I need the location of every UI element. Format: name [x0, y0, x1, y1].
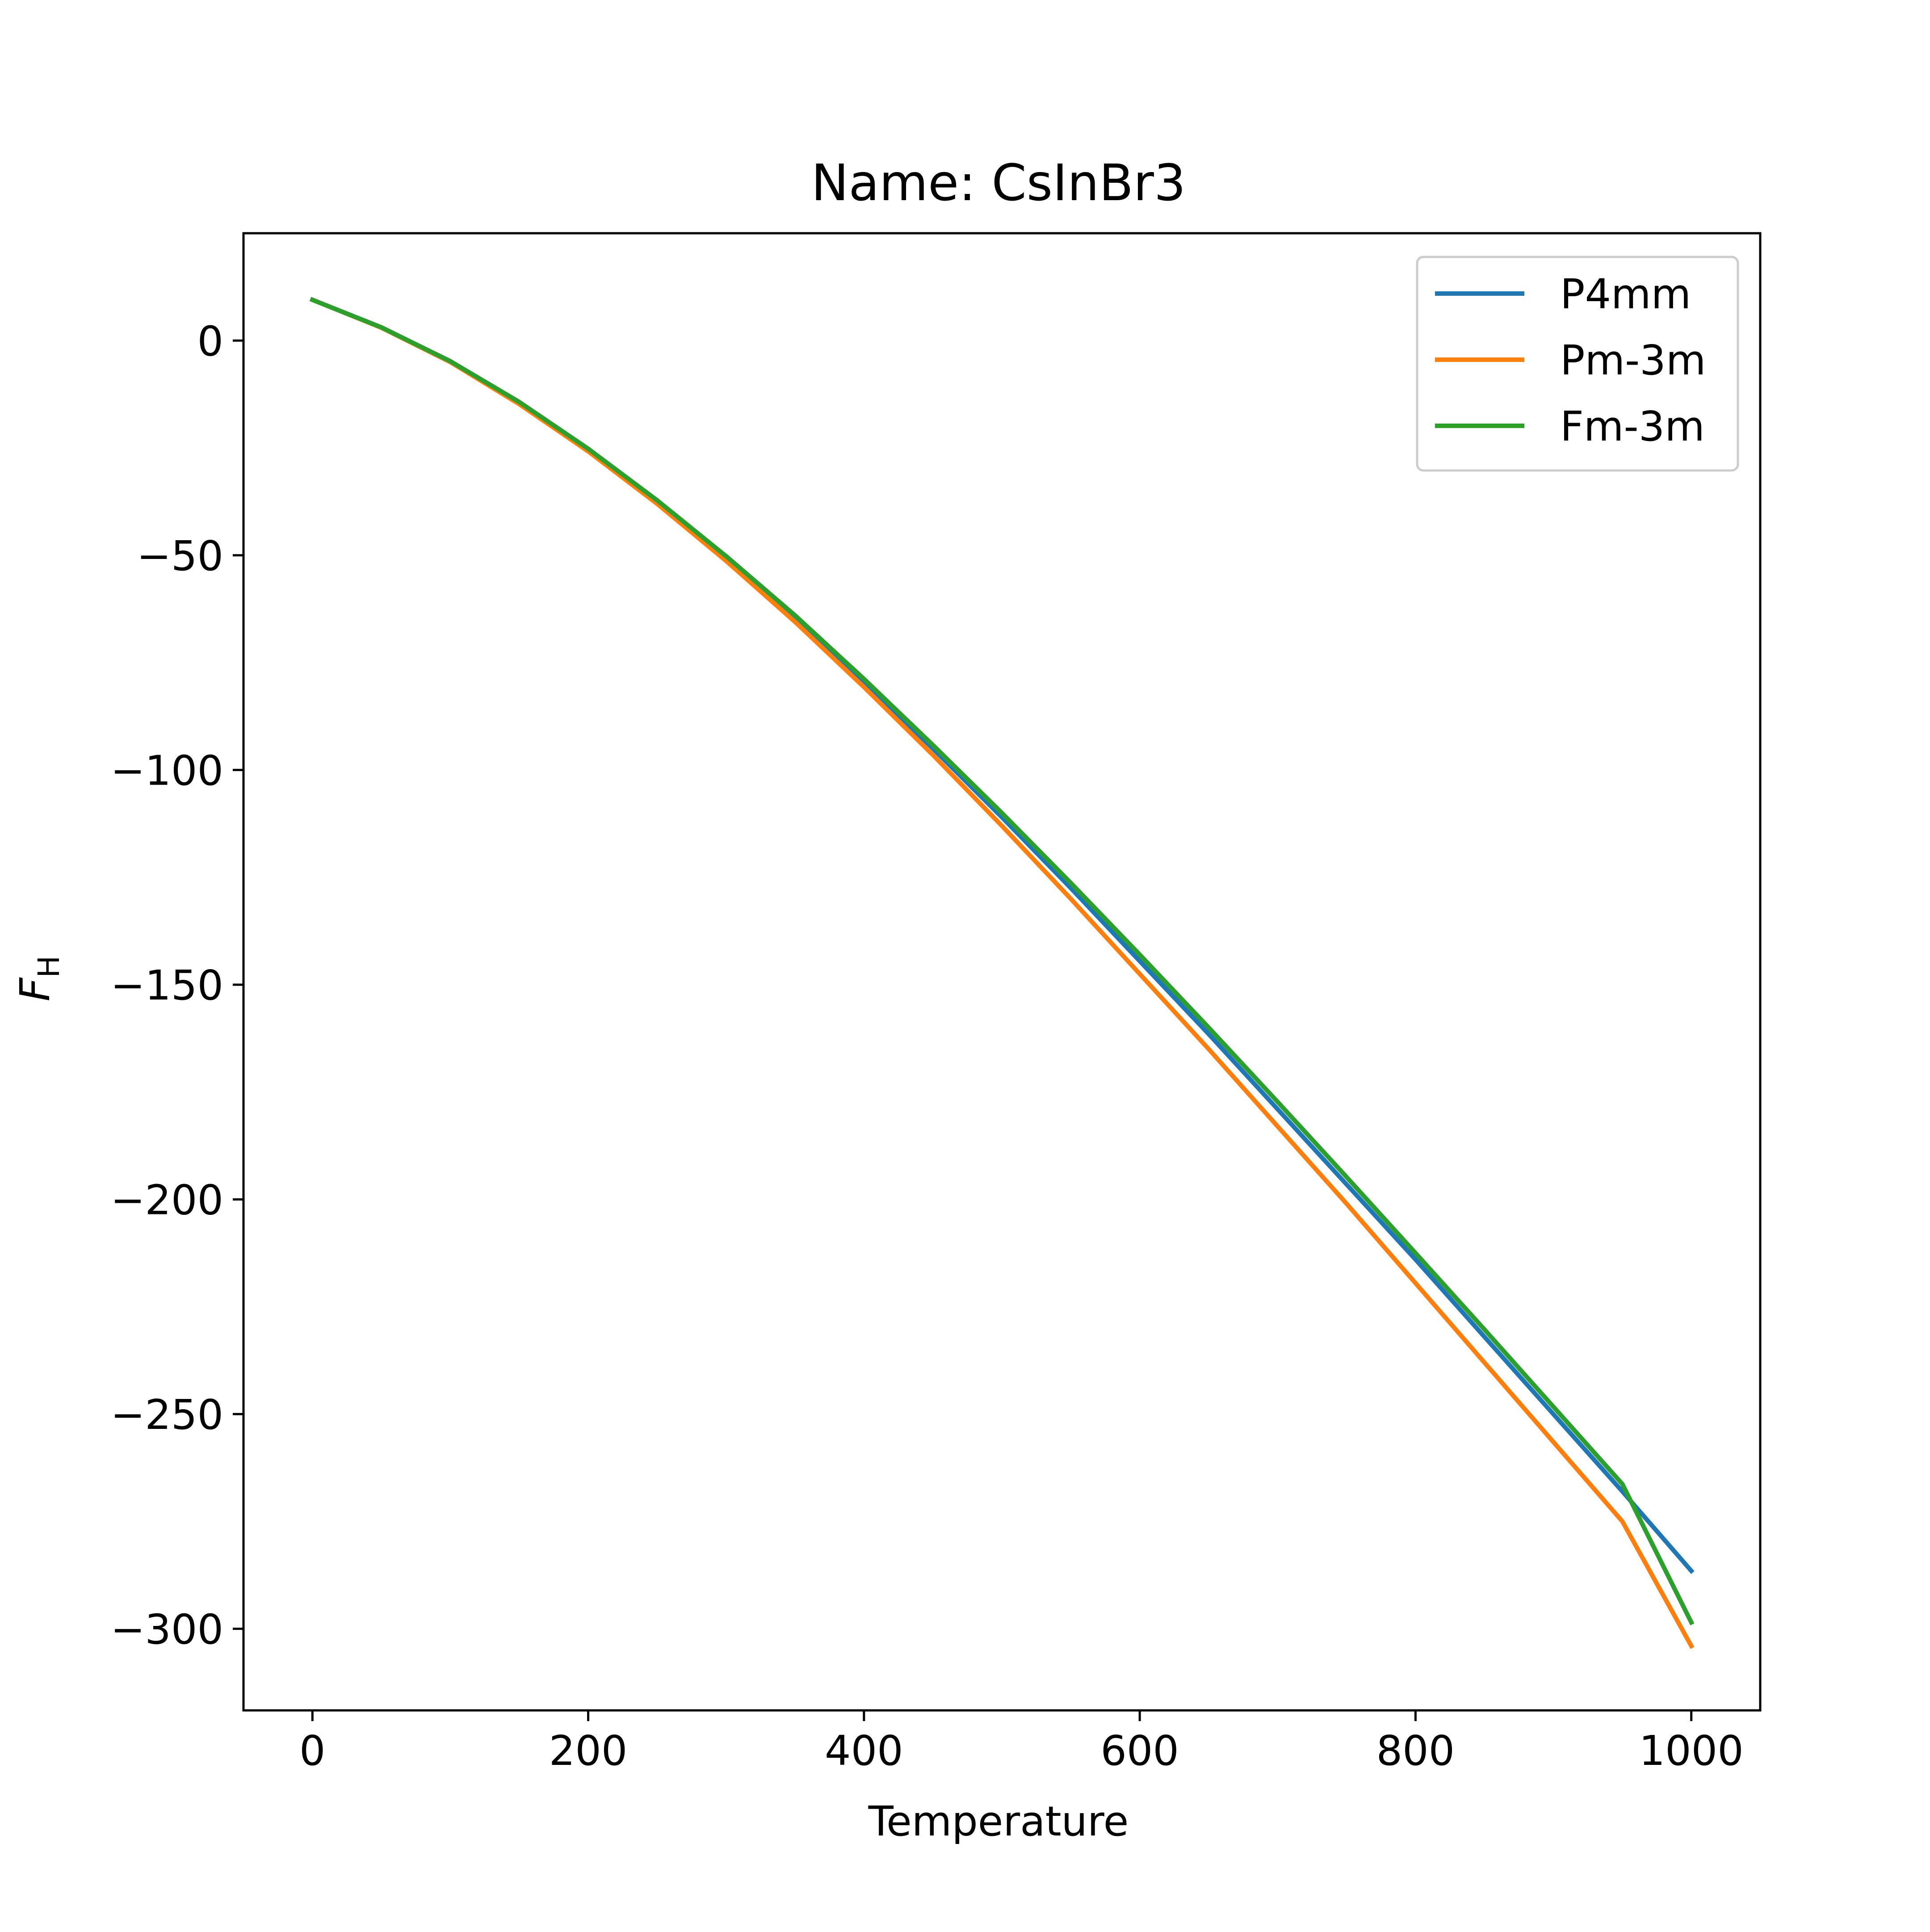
axes: 0 200 400 600 800 1000 0 −50 −100 −150 −200 −250 −30… [110, 232, 1762, 1775]
y-tick-label: −150 [110, 962, 223, 1009]
legend-box [1416, 256, 1739, 472]
y-tick-label: −300 [110, 1605, 223, 1653]
y-tick-label: −50 [137, 532, 223, 580]
y-axis-label-subscript: H [32, 956, 66, 978]
x-tick-label: 200 [549, 1727, 628, 1775]
chart-title: Name: CsInBr3 [811, 154, 1186, 212]
y-tick-label: −200 [110, 1176, 223, 1224]
y-tick-label: 0 [197, 317, 223, 365]
legend-label-pm-3m: Pm-3m [1560, 336, 1706, 384]
legend: P4mm Pm-3m Fm-3m [1416, 256, 1739, 472]
x-tick-label: 600 [1100, 1727, 1179, 1775]
plot-area [309, 297, 1695, 1649]
legend-label-p4mm: P4mm [1560, 270, 1691, 318]
legend-label-fm-3m: Fm-3m [1560, 403, 1705, 450]
series-line-fm-3m [309, 297, 1695, 1625]
x-axis-label: Temperature [868, 1798, 1129, 1845]
x-tick-label: 0 [299, 1727, 326, 1775]
y-tick-label: −100 [110, 747, 223, 794]
y-axis-label: FH [11, 956, 66, 1002]
x-tick-label: 800 [1376, 1727, 1455, 1775]
x-tick-label: 400 [825, 1727, 903, 1775]
plot-frame [242, 232, 1762, 1712]
y-axis-label-main: F [11, 977, 59, 1001]
y-tick-label: −250 [110, 1391, 223, 1439]
x-tick-label: 1000 [1639, 1727, 1744, 1775]
series-group [309, 297, 1695, 1649]
